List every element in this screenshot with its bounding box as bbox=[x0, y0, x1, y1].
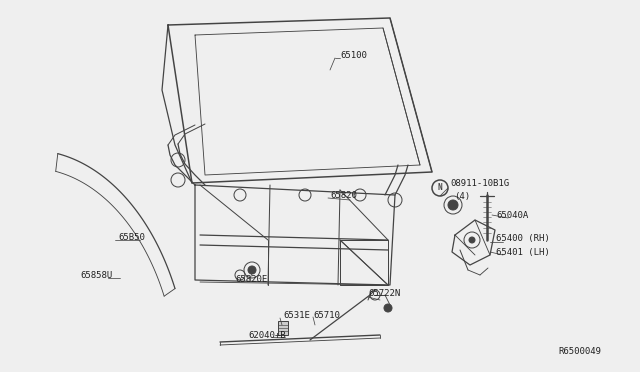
Text: 65100: 65100 bbox=[340, 51, 367, 60]
Text: 65710: 65710 bbox=[313, 311, 340, 320]
Text: 65401 (LH): 65401 (LH) bbox=[496, 247, 550, 257]
Text: 65722N: 65722N bbox=[368, 289, 400, 298]
Text: 65040A: 65040A bbox=[496, 211, 528, 219]
Circle shape bbox=[384, 304, 392, 312]
Text: 65B50: 65B50 bbox=[118, 232, 145, 241]
Text: 6531E: 6531E bbox=[283, 311, 310, 320]
Text: 62040+B: 62040+B bbox=[248, 330, 285, 340]
FancyBboxPatch shape bbox=[278, 321, 288, 335]
Text: 08911-10B1G: 08911-10B1G bbox=[450, 180, 509, 189]
Circle shape bbox=[448, 200, 458, 210]
Text: N: N bbox=[438, 183, 442, 192]
Text: 65820E: 65820E bbox=[235, 276, 268, 285]
Circle shape bbox=[248, 266, 256, 274]
Text: (4): (4) bbox=[454, 192, 470, 202]
Text: R6500049: R6500049 bbox=[558, 347, 601, 356]
Text: 65820: 65820 bbox=[330, 192, 357, 201]
Text: 65858U: 65858U bbox=[80, 272, 112, 280]
Circle shape bbox=[469, 237, 475, 243]
Text: 65400 (RH): 65400 (RH) bbox=[496, 234, 550, 244]
